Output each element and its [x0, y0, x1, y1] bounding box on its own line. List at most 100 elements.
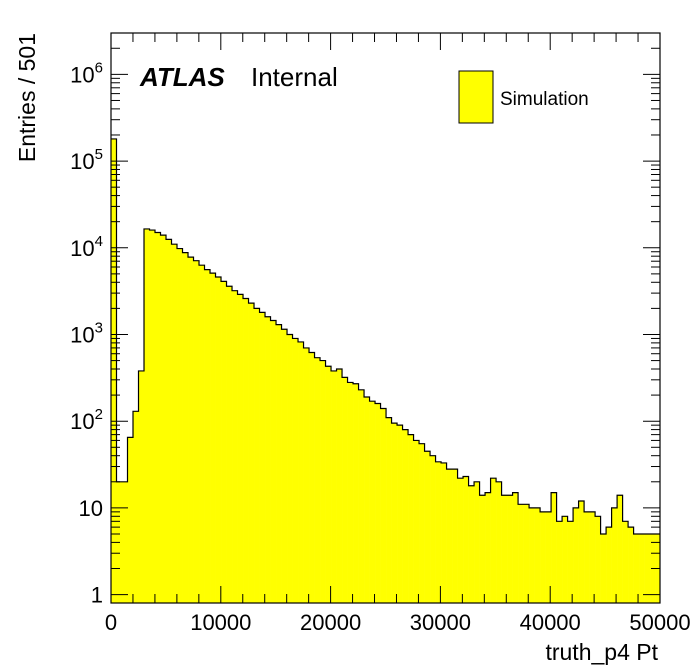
histogram-bin	[122, 481, 128, 603]
histogram-bin	[639, 533, 645, 603]
histogram-bin	[177, 248, 183, 604]
histogram-bin	[259, 312, 266, 603]
histogram-bin	[358, 389, 365, 603]
histogram-bin	[391, 423, 398, 603]
x-tick-label: 20000	[300, 610, 361, 635]
histogram-bin	[507, 495, 513, 603]
histogram-bin	[182, 252, 189, 603]
y-tick-label: 106	[70, 59, 103, 87]
histogram-bin	[375, 403, 381, 603]
histogram-bin	[111, 138, 117, 604]
histogram-bin	[567, 521, 574, 603]
tick-labels: 0 10000 20000 30000 40000 50000 1 10 102 103 104 10…	[70, 59, 690, 635]
histogram-bin	[193, 260, 200, 603]
y-axis-title: Entries / 501	[14, 33, 40, 162]
histogram-bin	[551, 492, 557, 603]
histogram-bin	[468, 485, 475, 603]
histogram-bin	[479, 495, 486, 603]
histogram-bin	[188, 257, 194, 603]
histogram-bin	[364, 397, 370, 603]
histogram-bin	[578, 501, 585, 603]
histogram-bin	[309, 352, 315, 603]
histogram-bin	[485, 492, 491, 603]
histogram-bin	[298, 341, 304, 603]
histogram-bin	[644, 533, 651, 603]
histogram-bin	[463, 476, 469, 603]
histogram-bin	[501, 495, 508, 603]
histogram-bin	[303, 347, 310, 603]
histogram-bin	[314, 357, 321, 603]
histogram-bin	[408, 434, 414, 603]
histogram-bin	[452, 469, 458, 603]
x-tick-label: 40000	[520, 610, 581, 635]
histogram-bin	[254, 308, 260, 603]
histogram-bin	[556, 521, 563, 603]
histogram-bin	[204, 269, 211, 603]
legend-swatch	[458, 70, 494, 124]
histogram-bin	[248, 303, 255, 603]
histogram-bin	[523, 504, 530, 603]
histogram-bin	[221, 281, 227, 603]
histogram-bin	[622, 521, 629, 603]
histogram-bin	[133, 411, 139, 603]
histogram-bin	[243, 298, 249, 603]
histogram-bin	[512, 492, 519, 603]
histogram-bin	[606, 527, 612, 603]
histogram-bin	[215, 277, 222, 603]
histogram-bin	[237, 294, 244, 603]
histogram-bin	[210, 273, 216, 603]
histogram-bin	[584, 511, 590, 603]
histogram-bin	[281, 329, 288, 603]
atlas-label: ATLAS	[139, 62, 225, 92]
histogram-bin	[441, 462, 447, 603]
histogram-bin	[166, 239, 172, 603]
histogram-bin	[518, 504, 524, 603]
histogram-bin	[331, 370, 337, 603]
histogram-bin	[287, 334, 293, 603]
histogram-bin	[397, 425, 403, 603]
histogram-bin	[292, 338, 299, 603]
histogram-bin	[545, 511, 552, 603]
x-tick-label: 10000	[190, 610, 251, 635]
histogram-bin	[424, 451, 431, 603]
histogram-bin	[589, 511, 596, 603]
histogram-bin	[490, 478, 497, 603]
histogram-bin	[138, 370, 145, 603]
histogram-bin	[600, 533, 607, 603]
histogram-bin	[325, 366, 332, 603]
histogram-bin	[402, 429, 409, 603]
histogram-bin	[617, 495, 623, 603]
histogram-bin	[430, 455, 436, 603]
histogram-bin	[633, 533, 640, 603]
histogram-bin	[320, 360, 326, 603]
plot-frame	[110, 32, 661, 604]
histogram-bin	[419, 443, 425, 603]
y-tick-label: 104	[70, 233, 103, 261]
histogram-bin	[336, 368, 343, 603]
histogram-bin	[380, 408, 387, 603]
histogram-bin	[413, 440, 420, 603]
y-tick-label: 1	[91, 583, 103, 608]
histogram-bin	[232, 290, 238, 603]
y-tick-label: 10	[79, 496, 103, 521]
histogram-bin	[474, 481, 480, 603]
histogram-bin	[199, 265, 205, 603]
y-tick-label: 105	[70, 146, 103, 174]
histogram-bin	[534, 507, 541, 603]
histogram-bin	[155, 232, 161, 603]
histogram-bin	[270, 320, 277, 603]
histogram-bin	[342, 377, 348, 603]
y-tick-label: 103	[70, 319, 103, 347]
histogram-bin	[611, 507, 618, 603]
x-axis-title: truth_p4 Pt	[545, 639, 658, 665]
histogram-bin	[160, 235, 167, 603]
histogram-bin	[628, 527, 634, 603]
histogram-bin	[347, 382, 354, 603]
histogram-bin	[446, 469, 453, 603]
x-tick-label: 50000	[629, 610, 690, 635]
histogram-bin	[496, 481, 502, 603]
internal-label: Internal	[251, 62, 338, 92]
histogram-bin	[540, 511, 546, 603]
